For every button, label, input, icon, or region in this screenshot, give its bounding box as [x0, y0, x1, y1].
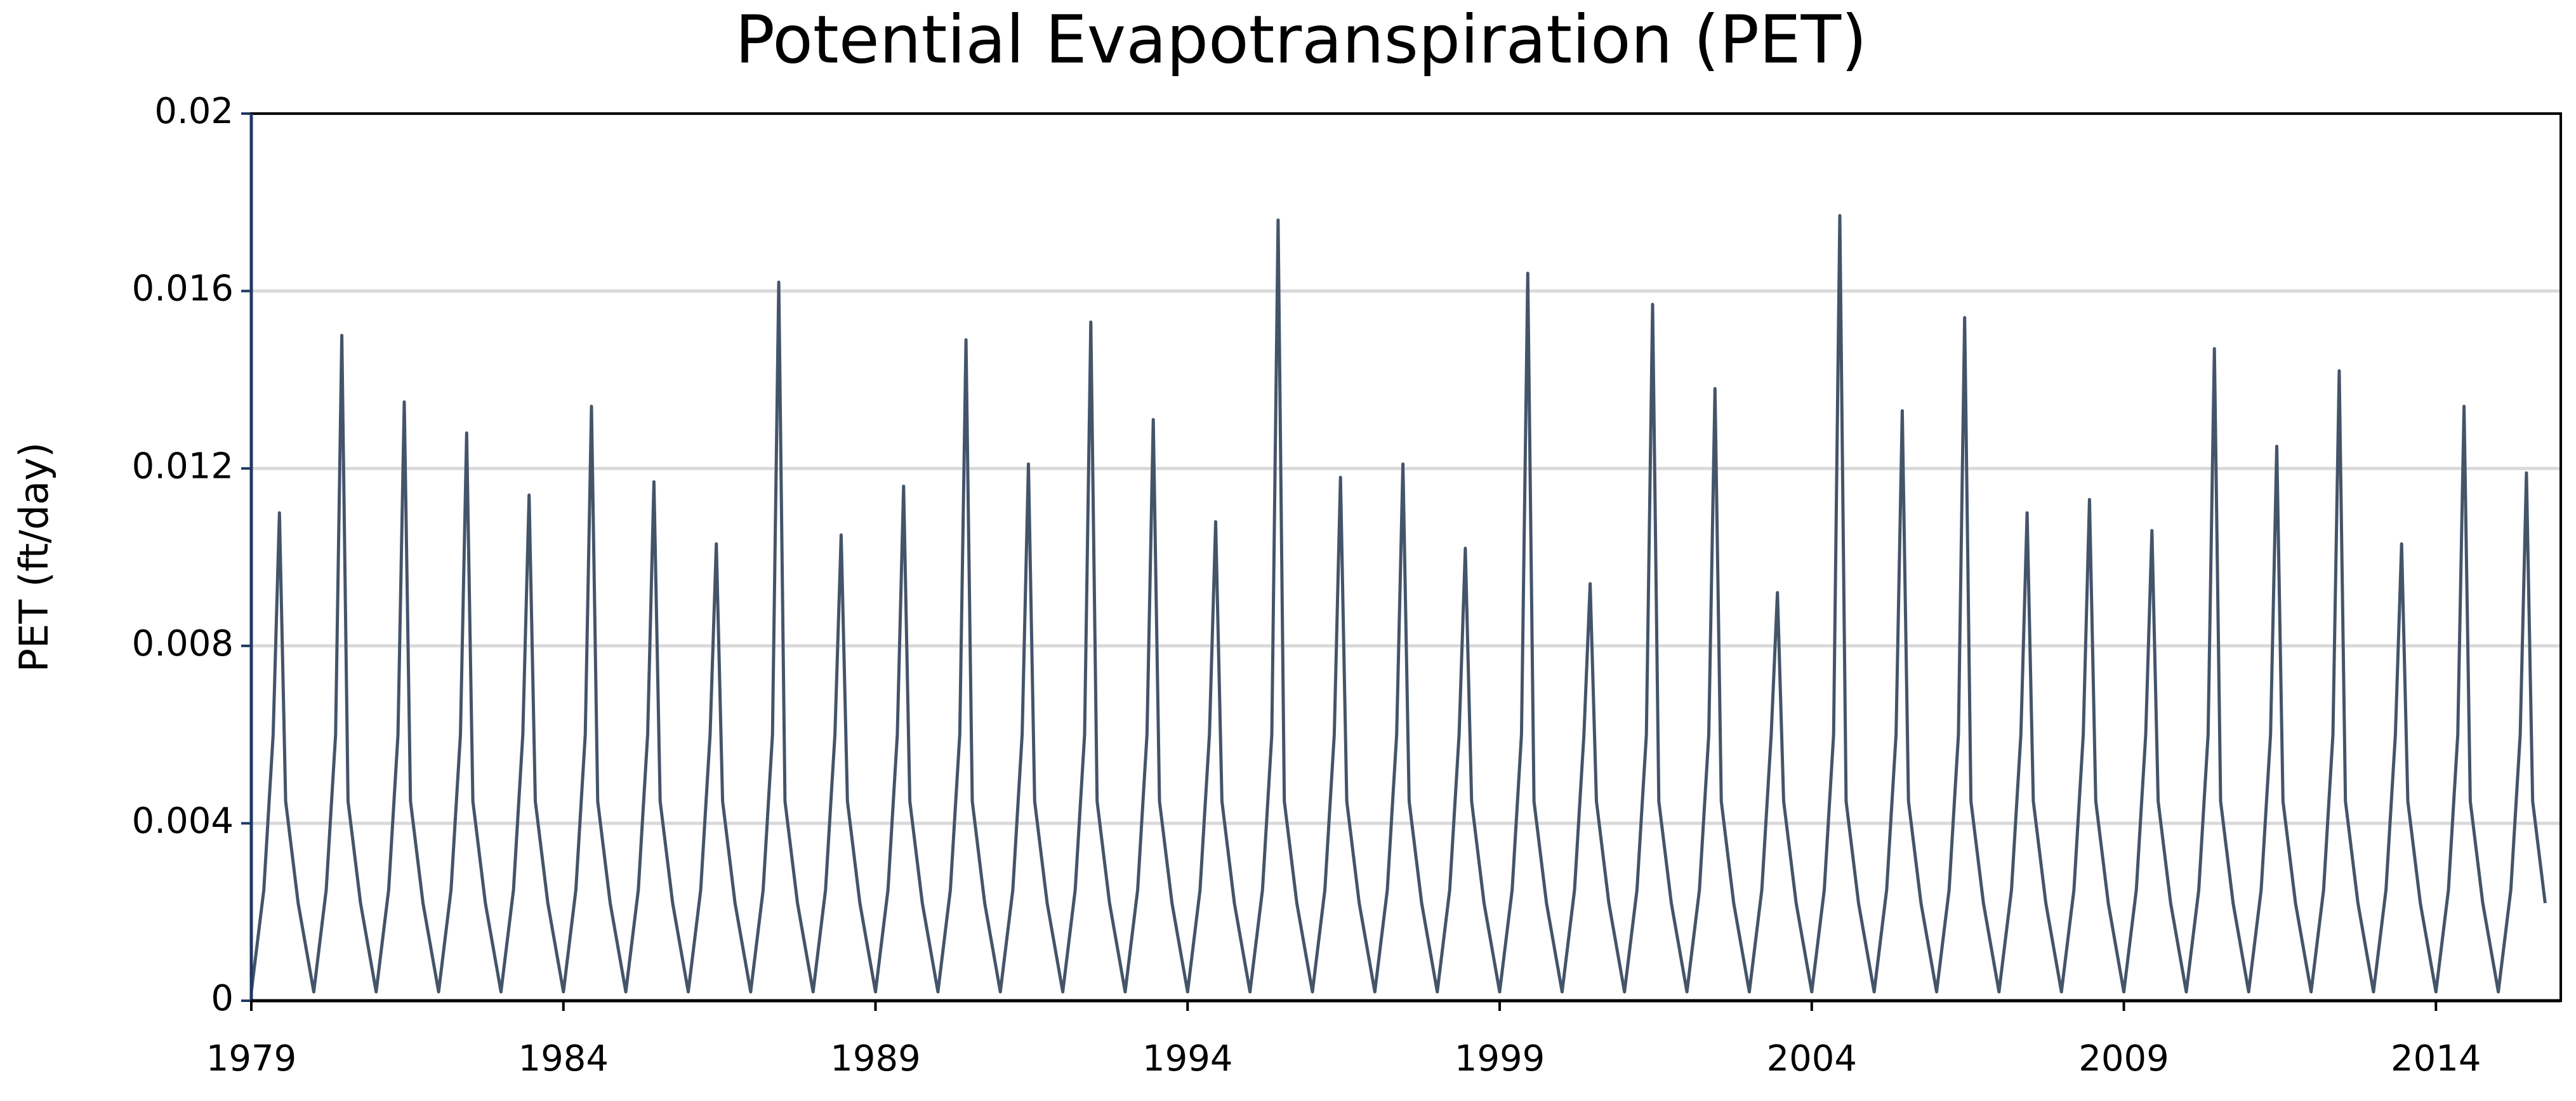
x-tick-label: 2004 [1767, 1038, 1858, 1079]
data-line [249, 214, 2547, 994]
x-tick-label: 1989 [830, 1038, 921, 1079]
x-tick-label: 1999 [1455, 1038, 1545, 1079]
x-tick-label: 1979 [206, 1038, 297, 1079]
x-tick-label: 1984 [518, 1038, 609, 1079]
y-tick-label: 0.008 [132, 623, 234, 664]
y-axis-label: PET (ft/day) [11, 442, 57, 673]
y-tick-label: 0.02 [154, 91, 234, 132]
y-tick-label: 0.012 [132, 445, 234, 487]
y-tick-label: 0 [211, 978, 234, 1019]
x-tick-label: 2009 [2078, 1038, 2169, 1079]
chart-title: Potential Evapotranspiration (PET) [735, 1, 1866, 78]
y-tick-label: 0.016 [132, 268, 234, 310]
x-tick-label: 1994 [1142, 1038, 1233, 1079]
x-tick-label: 2014 [2391, 1038, 2481, 1079]
y-tick-label: 0.004 [132, 801, 234, 842]
